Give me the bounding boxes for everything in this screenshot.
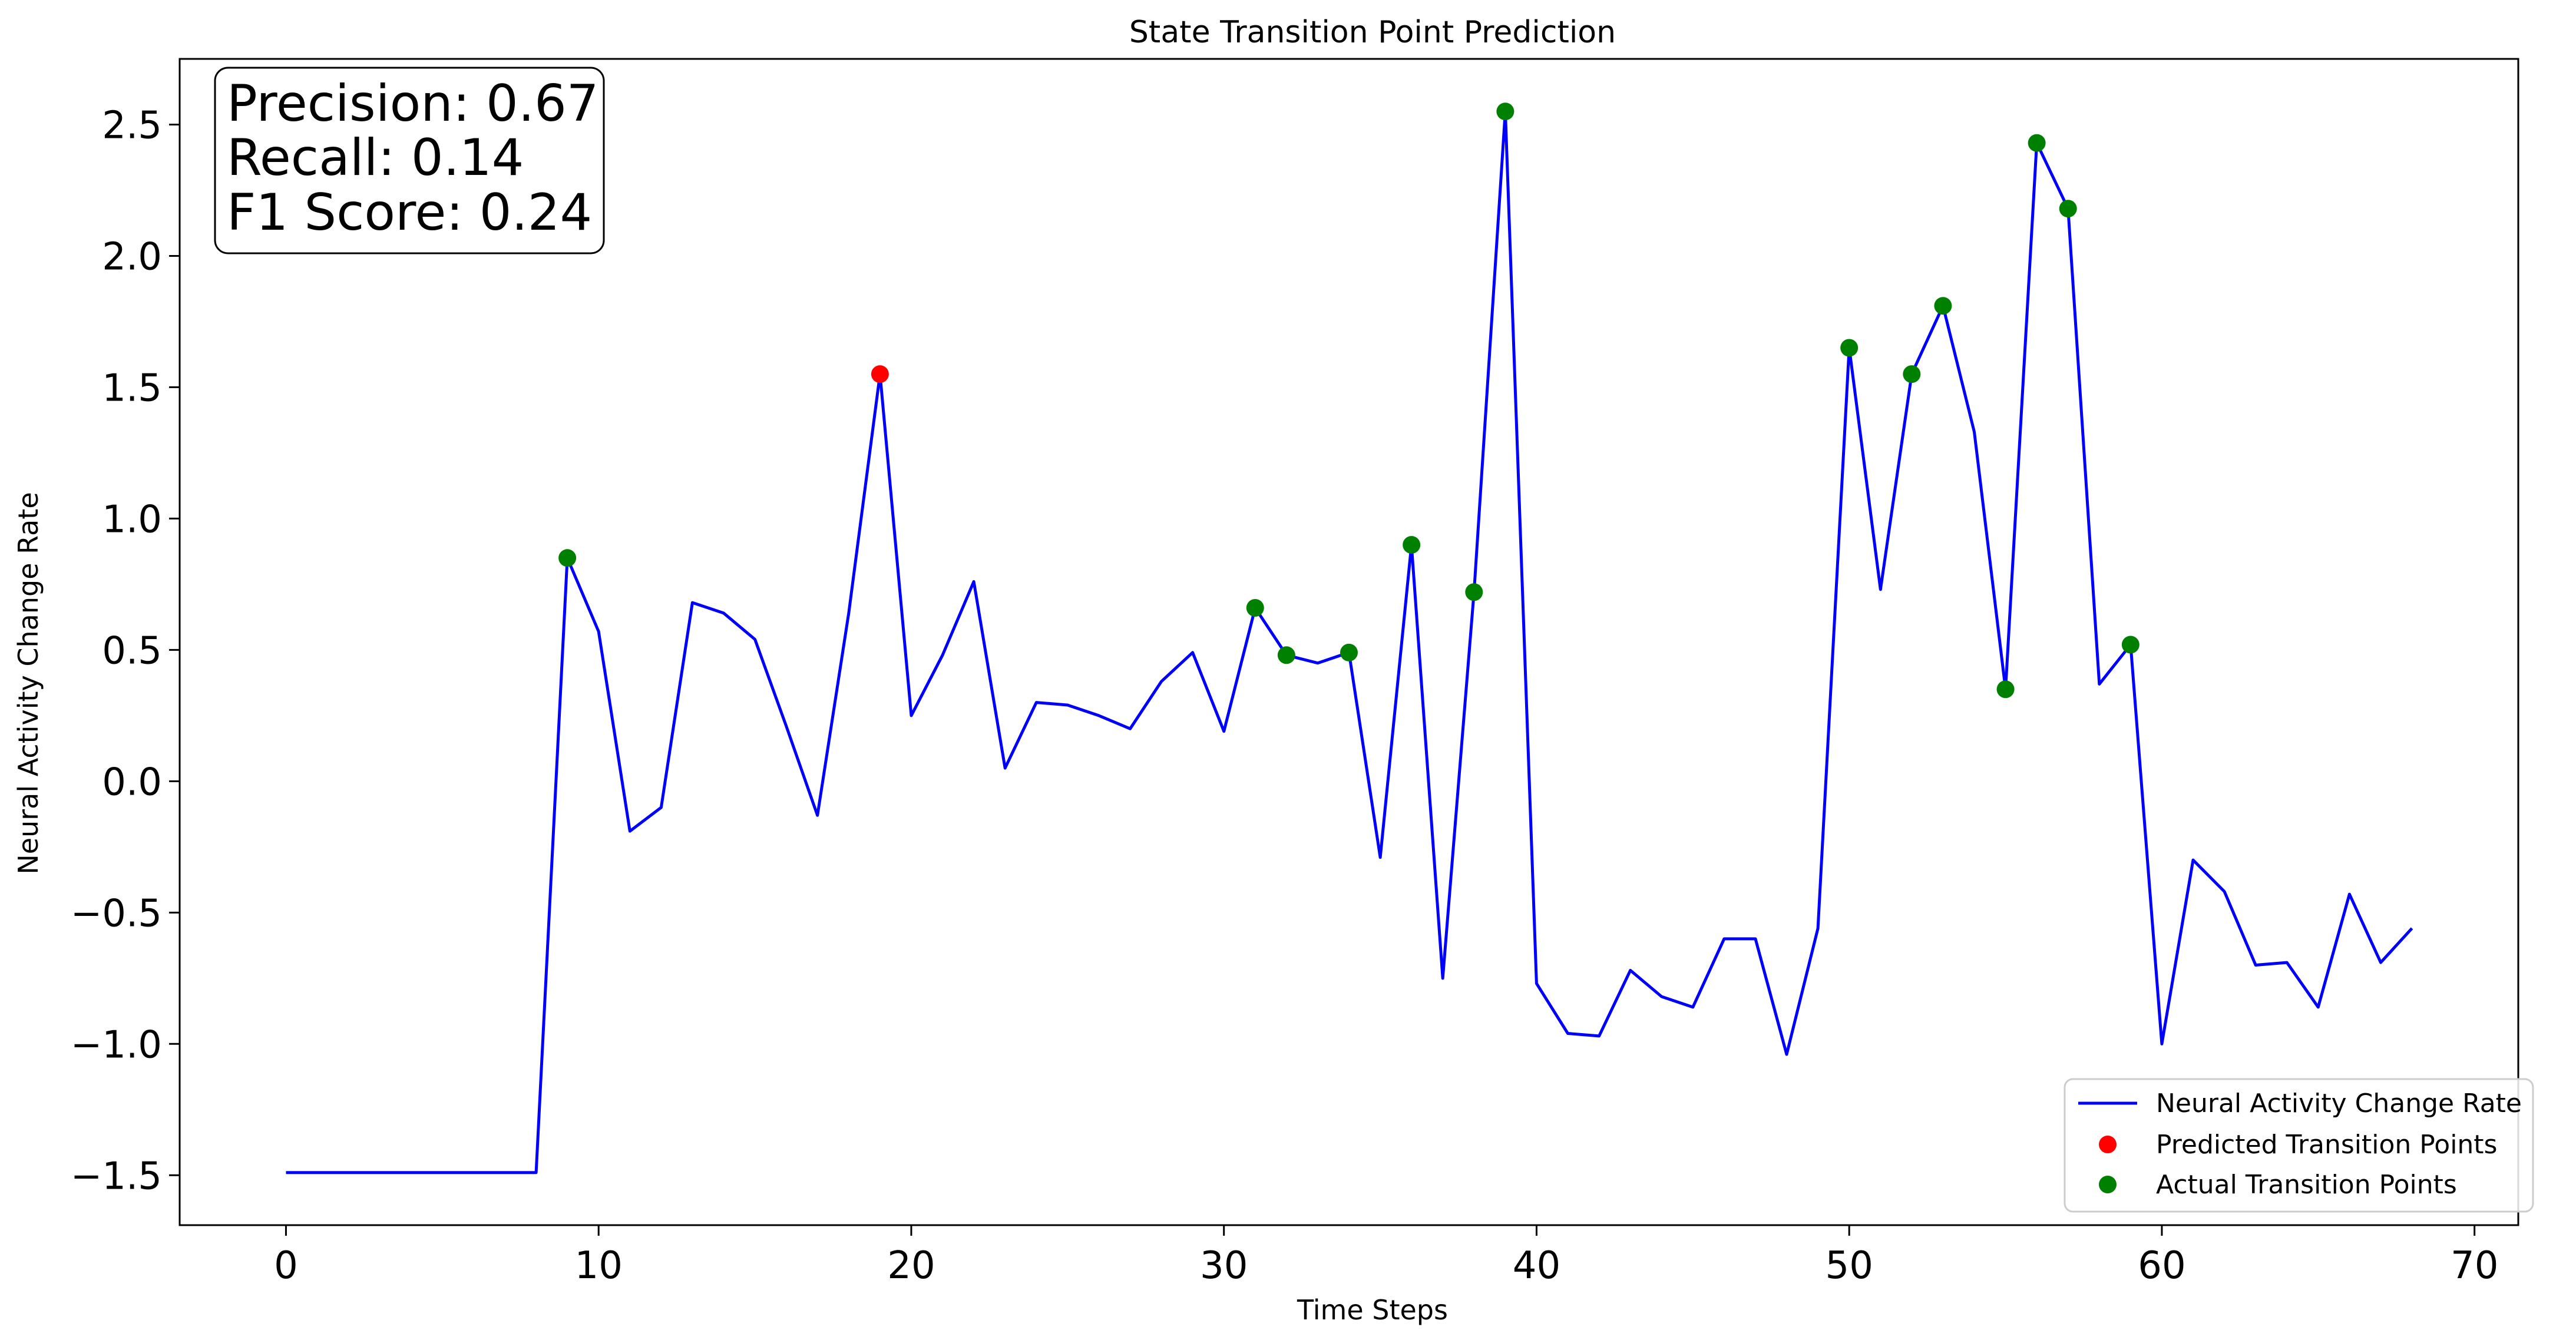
actual-transition-point [1496,102,1514,121]
metrics-f1: F1 Score: 0.24 [227,183,592,242]
y-tick-label: 2.5 [102,104,162,147]
actual-transition-point [1246,599,1264,617]
metrics-box-frame [214,67,605,254]
legend-label-actual: Actual Transition Points [2156,1170,2457,1200]
y-tick-label: 0.5 [102,629,162,673]
x-tick-label: 50 [1825,1244,1873,1288]
y-tick-label: −1.5 [71,1154,162,1198]
legend-frame [2064,1078,2534,1213]
actual-transition-point [2028,134,2046,152]
actual-transition-point [1465,583,1483,601]
y-tick-label: 1.5 [102,366,162,410]
actual-transition-point [1996,680,2015,699]
y-tick-label: 0.0 [102,760,162,804]
metrics-precision: Precision: 0.67 [227,74,599,133]
x-tick-label: 10 [574,1244,622,1288]
actual-transition-point [1403,536,1421,554]
actual-transition-point [1277,646,1295,664]
metrics-box: Precision: 0.67 Recall: 0.14 F1 Score: 0… [214,67,605,254]
actual-transition-point [1340,643,1358,661]
x-tick-label: 0 [274,1244,298,1288]
plot-frame [178,58,2519,1226]
actual-transition-point [1840,339,1859,357]
predicted-transition-point [871,365,889,383]
actual-transition-point [558,549,577,567]
legend: Neural Activity Change Rate Predicted Tr… [2064,1078,2534,1213]
actual-transition-point [1903,365,1921,383]
x-tick-label: 60 [2138,1244,2185,1288]
actual-transition-point [1934,297,1952,315]
x-tick-label: 70 [2451,1244,2498,1288]
x-tick-label: 40 [1513,1244,1560,1288]
legend-label-predicted: Predicted Transition Points [2156,1130,2497,1160]
y-tick-label: −0.5 [71,892,162,935]
x-tick-label: 20 [887,1244,935,1288]
x-tick-label: 30 [1200,1244,1248,1288]
legend-label-line: Neural Activity Change Rate [2156,1088,2522,1119]
actual-transition-point [2121,636,2139,654]
x-axis-label: Time Steps [1297,1294,1448,1326]
y-tick-label: 2.0 [102,235,162,279]
y-tick-label: −1.0 [71,1023,162,1067]
chart-title: State Transition Point Prediction [1129,15,1616,50]
y-tick-label: 1.0 [102,498,162,541]
legend-green-dot [2099,1176,2117,1193]
metrics-recall: Recall: 0.14 [227,128,524,187]
plot-area [286,102,2413,1174]
axis-ticks: 0 10 20 30 40 50 60 70 −1.5 −1.0 −0.5 0.0 0.5 1.0 1.5 2… [71,104,2499,1288]
y-axis-label: Neural Activity Change Rate [12,492,44,874]
actual-transition-point [2059,200,2077,218]
legend-red-dot [2099,1136,2117,1153]
